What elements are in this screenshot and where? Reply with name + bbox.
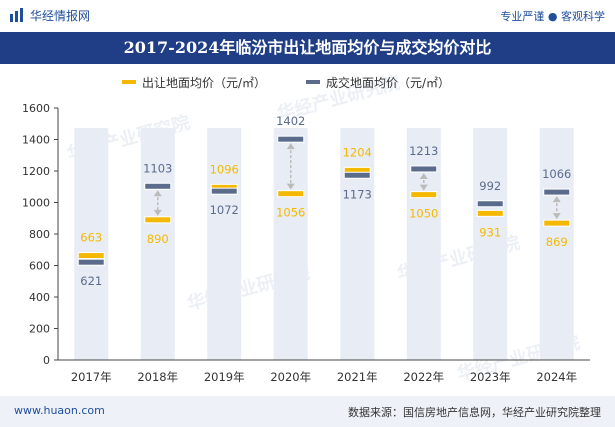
data-label-land-offer: 1056 — [276, 206, 305, 220]
legend-entry: 成交地面均价（元/㎡） — [326, 75, 450, 90]
background-column — [340, 128, 375, 360]
huajing-logo-icon — [10, 8, 23, 22]
y-tick-label: 200 — [29, 323, 50, 336]
y-tick-label: 0 — [43, 354, 50, 367]
data-label-deal: 621 — [80, 274, 102, 288]
bar-deal-price — [476, 200, 504, 208]
bar-land-offer-price — [77, 252, 105, 260]
data-label-land-offer: 1204 — [343, 145, 372, 159]
x-tick-label: 2021年 — [337, 370, 378, 384]
y-tick-label: 1400 — [22, 134, 50, 147]
data-label-land-offer: 1096 — [210, 162, 239, 176]
legend: 出让地面均价（元/㎡） 成交地面均价（元/㎡） — [122, 75, 450, 90]
background-column — [207, 128, 242, 360]
slogan: 专业严谨 ● 客观科学 — [500, 10, 605, 23]
data-label-deal: 1402 — [276, 114, 305, 128]
bar-deal-price — [343, 171, 371, 179]
data-label-deal: 1066 — [542, 167, 571, 181]
bar-deal-price — [77, 258, 105, 266]
background-column — [406, 128, 441, 360]
bar-deal-price — [410, 165, 438, 173]
x-tick-label: 2022年 — [403, 370, 444, 384]
arrow-head-icon — [552, 213, 561, 220]
bar-land-offer-price — [277, 190, 305, 198]
data-label-land-offer: 931 — [479, 225, 501, 239]
legend-swatch — [122, 80, 136, 84]
x-tick-label: 2018年 — [137, 370, 178, 384]
y-tick-label: 400 — [29, 291, 50, 304]
y-tick-label: 800 — [29, 228, 50, 241]
arrow-head-icon — [286, 183, 295, 190]
brand-name: 华经情报网 — [30, 9, 91, 23]
x-tick-label: 2017年 — [71, 370, 112, 384]
arrow-head-icon — [552, 196, 561, 203]
data-label-land-offer: 890 — [147, 232, 169, 246]
legend-entry: 出让地面均价（元/㎡） — [142, 76, 266, 90]
background-column — [539, 128, 574, 360]
data-label-deal: 992 — [479, 179, 501, 193]
bar-deal-price — [144, 182, 172, 190]
chart-title: 2017-2024年临汾市出让地面均价与成交均价对比 — [123, 38, 492, 57]
arrow-head-icon — [286, 143, 295, 150]
data-label-land-offer: 1050 — [409, 207, 438, 221]
background-column — [74, 128, 109, 360]
x-tick-label: 2019年 — [204, 370, 245, 384]
chart-plot-area: 0 200 400 600 800 1000 1200 1400 1600 2017年 2018年 2… — [22, 102, 590, 384]
data-label-deal: 1213 — [409, 144, 438, 158]
bar-land-offer-price — [144, 216, 172, 224]
legend-swatch — [306, 80, 320, 84]
arrow-head-icon — [153, 209, 162, 216]
data-label-land-offer: 869 — [546, 235, 568, 249]
background-column — [140, 128, 175, 360]
arrow-head-icon — [419, 184, 428, 191]
y-tick-label: 1600 — [22, 102, 50, 115]
bar-deal-price — [210, 187, 238, 195]
bar-land-offer-price — [543, 219, 571, 227]
bar-deal-price — [277, 135, 305, 143]
footer-source: 数据来源：国信房地产信息网，华经产业研究院整理 — [348, 406, 601, 419]
title-band: 2017-2024年临汾市出让地面均价与成交均价对比 — [0, 32, 615, 64]
data-label-land-offer: 663 — [80, 231, 102, 245]
y-tick-label: 1200 — [22, 165, 50, 178]
arrow-head-icon — [153, 190, 162, 197]
x-tick-label: 2020年 — [270, 370, 311, 384]
bar-land-offer-price — [476, 209, 504, 217]
x-tick-label: 2023年 — [470, 370, 511, 384]
background-column — [473, 128, 508, 360]
bar-deal-price — [543, 188, 571, 196]
chart-marks: 663 621 890 1103 1096 1072 1056 1402 1204 1173 105… — [77, 114, 571, 288]
x-tick-label: 2024年 — [536, 370, 577, 384]
y-tick-label: 600 — [29, 260, 50, 273]
top-bar: 华经情报网 专业严谨 ● 客观科学 — [0, 0, 615, 30]
bar-land-offer-price — [410, 191, 438, 199]
data-label-deal: 1103 — [143, 161, 172, 175]
footer: www.huaon.com 数据来源：国信房地产信息网，华经产业研究院整理 — [0, 396, 615, 427]
y-tick-label: 1000 — [22, 197, 50, 210]
data-label-deal: 1173 — [343, 187, 372, 201]
footer-website[interactable]: www.huaon.com — [14, 404, 105, 417]
arrow-head-icon — [419, 172, 428, 179]
data-label-deal: 1072 — [210, 203, 239, 217]
